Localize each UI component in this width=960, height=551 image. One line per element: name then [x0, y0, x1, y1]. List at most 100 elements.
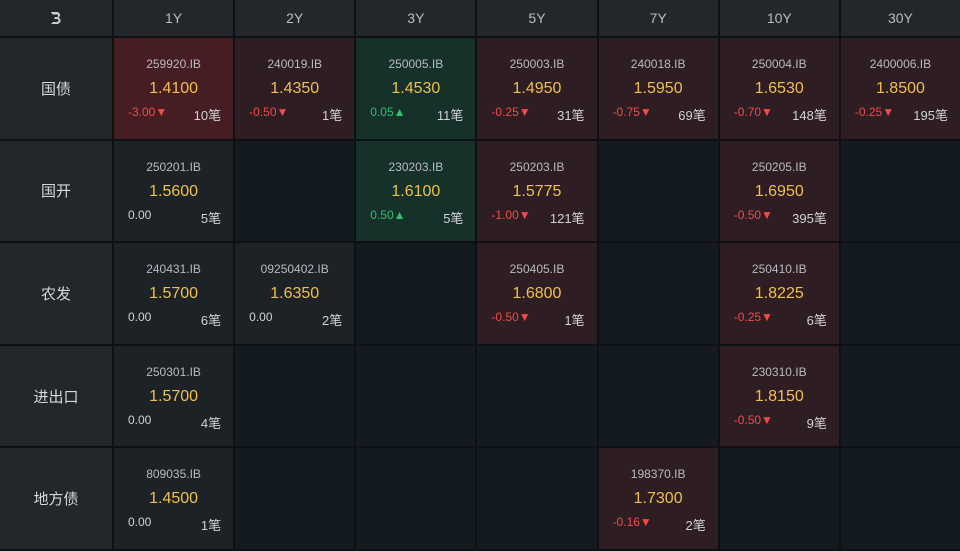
yield-value: 1.4350 — [270, 80, 320, 97]
change-value: 0.05▲ — [370, 105, 406, 119]
tenor-header[interactable]: 5Y — [477, 0, 597, 36]
quote-cell[interactable]: 198370.IB 1.7300 -0.16▼ 2笔 — [598, 448, 718, 549]
empty-cell — [356, 448, 476, 549]
yield-value: 1.4500 — [149, 490, 199, 508]
row-label[interactable]: 农发 — [0, 243, 112, 344]
quote-cell[interactable]: 240018.IB 1.5950 -0.75▼ 69笔 — [598, 38, 718, 139]
tenor-header[interactable]: 7Y — [598, 0, 718, 36]
trade-count: 4笔 — [200, 415, 222, 431]
yield-value: 1.6530 — [754, 80, 804, 97]
quote-cell[interactable]: 230310.IB 1.8150 -0.50▼ 9笔 — [719, 345, 839, 447]
quote-cell[interactable]: 259920.IB 1.4100 -3.00▼ 10笔 — [114, 38, 234, 139]
quote-cell[interactable]: 250205.IB 1.6950 -0.50▼ 395笔 — [719, 140, 839, 242]
yield-value: 1.7300 — [633, 490, 683, 508]
tenor-header[interactable]: 3Y — [356, 0, 476, 36]
tenor-header[interactable]: 10Y — [719, 0, 839, 36]
bond-code: 240019.IB — [267, 57, 323, 71]
yield-value: 1.4950 — [512, 80, 562, 97]
bond-code: 240431.IB — [146, 262, 201, 277]
quote-cell[interactable]: 250405.IB 1.6800 -0.50▼ 1笔 — [477, 243, 597, 344]
bond-code: 250205.IB — [751, 159, 807, 174]
row-label[interactable]: 进出口 — [0, 345, 112, 447]
quote-cell[interactable]: 809035.IB 1.4500 0.00 1笔 — [114, 448, 234, 549]
change-value: -0.70▼ — [733, 105, 773, 119]
trade-count: 195笔 — [913, 108, 948, 123]
change-value: -0.75▼ — [612, 105, 652, 119]
trade-count: 11笔 — [436, 108, 464, 123]
bond-code: 250201.IB — [146, 159, 201, 174]
bond-code: 259920.IB — [146, 57, 201, 71]
trade-count: 1笔 — [564, 313, 585, 329]
yield-value: 1.8225 — [754, 285, 804, 303]
trade-count: 148笔 — [792, 108, 827, 123]
bond-code: 230203.IB — [388, 159, 444, 174]
trade-count: 9笔 — [806, 415, 827, 431]
empty-cell — [598, 243, 718, 344]
tenor-header[interactable]: 2Y — [235, 0, 355, 36]
empty-cell — [719, 448, 839, 549]
yield-value: 1.4100 — [149, 80, 199, 97]
trade-count: 5笔 — [443, 210, 464, 226]
quote-cell[interactable]: 250004.IB 1.6530 -0.70▼ 148笔 — [719, 38, 839, 139]
empty-cell — [356, 345, 476, 447]
yield-value: 1.6950 — [754, 182, 804, 200]
quote-cell[interactable]: 250005.IB 1.4530 0.05▲ 11笔 — [356, 38, 476, 139]
yield-value: 1.6800 — [512, 285, 562, 303]
bond-code: 09250402.IB — [260, 262, 329, 277]
change-value: -0.25▼ — [854, 105, 895, 119]
empty-cell — [477, 448, 597, 549]
trade-count: 1笔 — [322, 108, 343, 123]
change-value: -0.25▼ — [733, 310, 773, 325]
bond-code: 2400006.IB — [869, 57, 932, 71]
yield-value: 1.5600 — [149, 182, 199, 200]
row-label[interactable]: 国债 — [0, 38, 112, 139]
change-value: 0.00 — [249, 310, 273, 325]
quote-cell[interactable]: 250301.IB 1.5700 0.00 4笔 — [114, 345, 234, 447]
empty-cell — [356, 243, 476, 344]
row-label[interactable]: 国开 — [0, 140, 112, 242]
change-value: 0.50▲ — [370, 207, 406, 222]
bond-code: 250405.IB — [509, 262, 565, 277]
empty-cell — [598, 140, 718, 242]
trade-count: 395笔 — [792, 210, 827, 226]
change-value: 0.00 — [128, 412, 152, 427]
empty-cell — [598, 345, 718, 447]
trade-count: 69笔 — [678, 108, 706, 123]
yield-value: 1.4530 — [391, 80, 441, 97]
trade-count: 10笔 — [193, 108, 222, 123]
tenor-header[interactable]: 1Y — [114, 0, 234, 36]
empty-cell — [477, 345, 597, 447]
yield-value: 1.8500 — [875, 80, 925, 97]
yield-value: 1.5700 — [149, 387, 199, 405]
bond-code: 250410.IB — [751, 262, 807, 277]
quote-cell[interactable]: 230203.IB 1.6100 0.50▲ 5笔 — [356, 140, 476, 242]
quote-cell[interactable]: 2400006.IB 1.8500 -0.25▼ 195笔 — [840, 38, 960, 139]
quote-cell[interactable]: 250410.IB 1.8225 -0.25▼ 6笔 — [719, 243, 839, 344]
change-value: -3.00▼ — [128, 105, 168, 119]
quote-cell[interactable]: 240431.IB 1.5700 0.00 6笔 — [114, 243, 234, 344]
b-logo-icon — [51, 12, 61, 24]
empty-cell — [235, 448, 355, 549]
yield-value: 1.8150 — [754, 387, 804, 405]
change-value: -0.50▼ — [733, 207, 773, 222]
change-value: -0.25▼ — [491, 105, 531, 119]
row-label[interactable]: 地方债 — [0, 448, 112, 549]
bond-code: 250203.IB — [509, 159, 565, 174]
trade-count: 2笔 — [685, 518, 706, 534]
quote-cell[interactable]: 250201.IB 1.5600 0.00 5笔 — [114, 140, 234, 242]
quote-cell[interactable]: 240019.IB 1.4350 -0.50▼ 1笔 — [235, 38, 355, 139]
empty-cell — [840, 448, 960, 549]
change-value: -0.50▼ — [733, 412, 773, 427]
corner-logo[interactable] — [0, 0, 112, 36]
trade-count: 5笔 — [200, 210, 222, 226]
bond-code: 230310.IB — [751, 364, 807, 379]
yield-value: 1.5775 — [512, 182, 562, 200]
quote-cell[interactable]: 250203.IB 1.5775 -1.00▼ 121笔 — [477, 140, 597, 242]
bond-code: 198370.IB — [630, 467, 686, 482]
trade-count: 121笔 — [549, 210, 585, 226]
empty-cell — [235, 140, 355, 242]
quote-cell[interactable]: 250003.IB 1.4950 -0.25▼ 31笔 — [477, 38, 597, 139]
quote-cell[interactable]: 09250402.IB 1.6350 0.00 2笔 — [235, 243, 355, 344]
yield-value: 1.5950 — [633, 80, 683, 97]
tenor-header[interactable]: 30Y — [840, 0, 960, 36]
